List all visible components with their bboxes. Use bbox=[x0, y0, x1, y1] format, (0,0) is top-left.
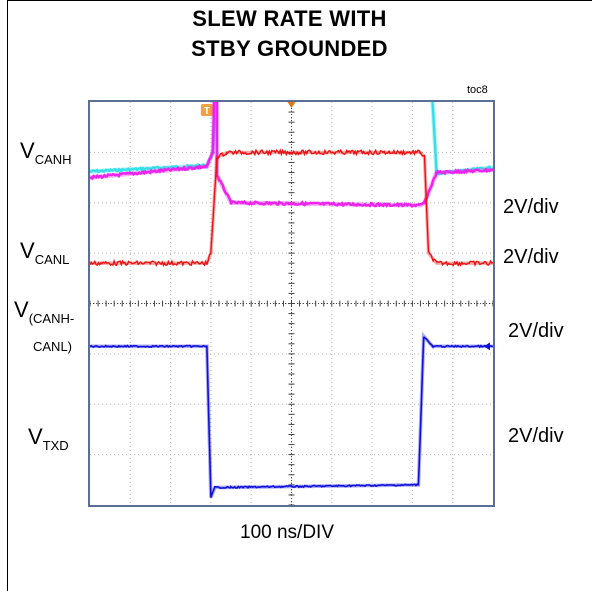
vtxd-scale-label: 2V/div bbox=[508, 425, 564, 447]
vcanl-label-main: V bbox=[20, 238, 35, 263]
trigger-position-marker bbox=[287, 102, 296, 108]
trace-line bbox=[90, 102, 493, 177]
vdiff-label-line2: CANL) bbox=[33, 339, 73, 354]
vtxd-label-sub: TXD bbox=[42, 438, 69, 453]
figure-border-left bbox=[7, 0, 8, 591]
trigger-marker-badge bbox=[200, 104, 213, 116]
vcanl-scale-label: 2V/div bbox=[503, 246, 559, 268]
x-axis-label: 100 ns/DIV bbox=[240, 522, 334, 543]
vcanh-label-sub: CANH bbox=[34, 152, 72, 167]
vcanl-label: VCANL bbox=[20, 238, 70, 267]
vdiff-label-sub1: (CANH- bbox=[28, 311, 75, 326]
trace-line bbox=[90, 148, 493, 268]
chart-title-line2: STBY GROUNDED bbox=[191, 36, 388, 61]
oscilloscope-screen: T bbox=[88, 100, 495, 507]
scope-tag: toc8 bbox=[467, 84, 488, 96]
vcanh-label: VCANH bbox=[20, 138, 72, 167]
vcanh-label-main: V bbox=[20, 138, 35, 163]
vdiff-scale-label: 2V/div bbox=[508, 320, 564, 342]
figure-border-top bbox=[7, 0, 592, 1]
trace-line bbox=[90, 336, 493, 498]
vcanl-label-sub: CANL bbox=[34, 252, 70, 267]
vdiff-label: V(CANH- bbox=[14, 297, 75, 326]
trigger-marker-text: T bbox=[204, 106, 210, 117]
txd-ground-marker bbox=[484, 342, 490, 351]
trace-line bbox=[90, 102, 493, 208]
vtxd-label-main: V bbox=[28, 424, 43, 449]
vcanh-scale-label: 2V/div bbox=[503, 196, 559, 218]
scope-plot-area: T bbox=[90, 102, 493, 505]
vdiff-label-main: V bbox=[14, 297, 29, 322]
vtxd-label: VTXD bbox=[28, 424, 69, 453]
chart-title-line1: SLEW RATE WITH bbox=[192, 6, 387, 31]
